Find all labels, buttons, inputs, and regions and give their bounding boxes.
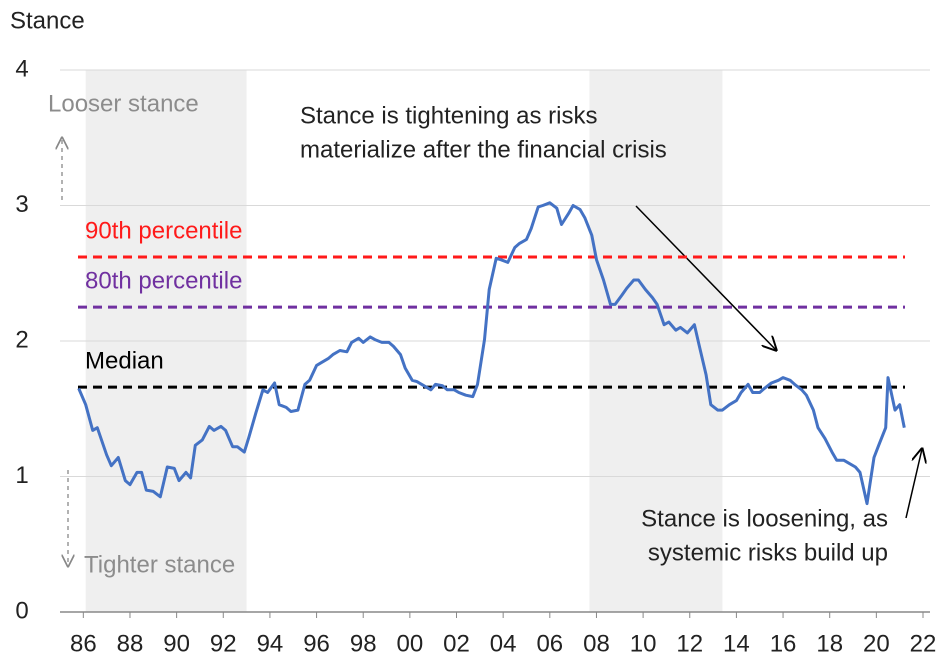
grid-layer	[60, 69, 930, 477]
y-tick-label: 4	[15, 55, 28, 82]
x-tick-label: 20	[863, 630, 890, 657]
annotation-arrow	[905, 449, 922, 519]
annotation: materialize after the financial crisis	[300, 136, 667, 163]
y-tick-label: 2	[15, 326, 28, 353]
reference-label: 80th percentile	[85, 267, 242, 294]
x-tick-label: 92	[210, 630, 237, 657]
reference-label: Median	[85, 347, 164, 374]
x-tick-label: 86	[70, 630, 97, 657]
x-tick-label: 18	[816, 630, 843, 657]
y-axis-label: Stance	[10, 7, 85, 34]
annotation-arrow	[635, 205, 776, 350]
x-tick-label: 22	[910, 630, 937, 657]
data-line	[77, 201, 906, 506]
x-tick-label: 08	[583, 630, 610, 657]
x-tick-label: 90	[163, 630, 190, 657]
y-tick-label: 0	[15, 597, 28, 624]
x-tick-label: 04	[490, 630, 517, 657]
x-tick-label: 06	[536, 630, 563, 657]
direction-label: Looser stance	[48, 90, 199, 117]
y-tick-label: 3	[15, 191, 28, 218]
y-tick-label: 1	[15, 462, 28, 489]
direction-label: Tighter stance	[84, 551, 235, 578]
reference-label: 90th percentile	[85, 217, 242, 244]
annotation: Stance is loosening, as	[641, 505, 888, 532]
x-tick-label: 12	[676, 630, 703, 657]
x-tick-label: 10	[630, 630, 657, 657]
x-tick-label: 14	[723, 630, 750, 657]
x-tick-label: 16	[770, 630, 797, 657]
annotation: systemic risks build up	[648, 539, 888, 566]
x-tick-label: 98	[350, 630, 377, 657]
x-tick-label: 94	[257, 630, 284, 657]
x-tick-label: 00	[397, 630, 424, 657]
x-tick-label: 88	[117, 630, 144, 657]
x-tick-label: 96	[303, 630, 330, 657]
x-tick-label: 02	[443, 630, 470, 657]
annotation: Stance is tightening as risks	[300, 102, 597, 129]
